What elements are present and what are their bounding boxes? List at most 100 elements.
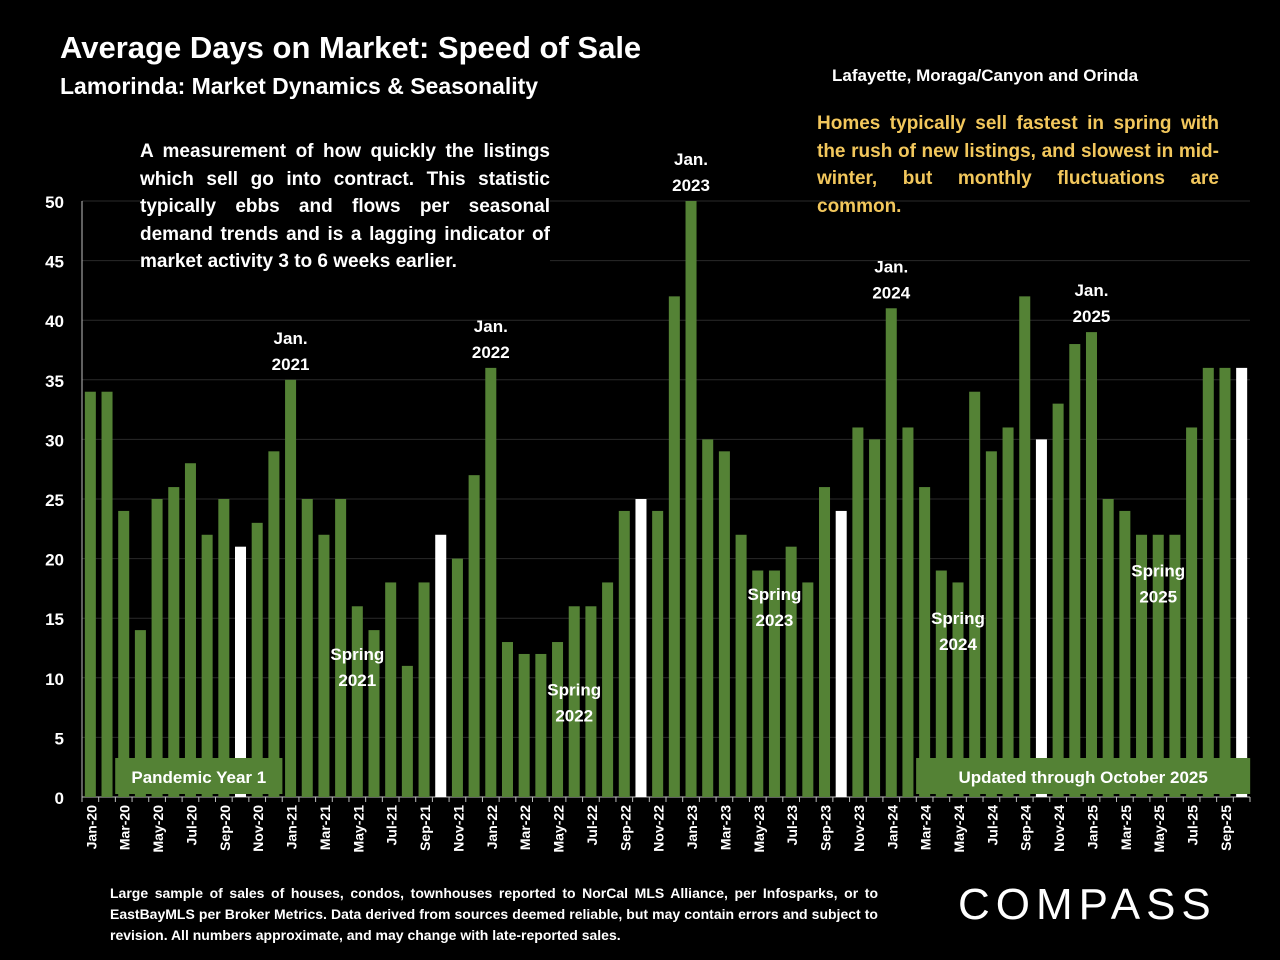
bar <box>1019 296 1031 797</box>
x-tick-label: Sep-20 <box>217 805 233 851</box>
y-tick-label: 35 <box>45 372 64 391</box>
bar <box>602 582 614 797</box>
bar <box>1136 534 1148 797</box>
description-text: A measurement of how quickly the listing… <box>140 138 550 276</box>
bar-highlighted <box>635 499 647 797</box>
bar <box>702 439 714 797</box>
banner-box <box>115 758 283 794</box>
annotation-label: Jan. <box>474 317 508 336</box>
x-tick-label: Nov-22 <box>651 805 667 852</box>
x-tick-label: May-22 <box>551 805 567 853</box>
bar <box>1102 499 1114 797</box>
annotation-label: 2023 <box>672 176 710 195</box>
bar <box>768 570 780 797</box>
annotation-label: 2022 <box>555 707 593 726</box>
bar <box>385 582 397 797</box>
bar <box>285 379 297 797</box>
bar <box>335 499 347 797</box>
bar <box>1202 367 1214 797</box>
y-tick-label: 25 <box>45 491 64 510</box>
banner-label: Updated through October 2025 <box>958 768 1207 787</box>
annotation-label: Jan. <box>1074 281 1108 300</box>
bar-highlighted <box>1236 367 1248 797</box>
x-tick-label: Sep-24 <box>1018 805 1034 851</box>
x-tick-label: May-21 <box>350 805 366 853</box>
bar <box>585 606 597 797</box>
x-tick-label: Sep-21 <box>417 805 433 851</box>
y-tick-label: 20 <box>45 551 64 570</box>
bar <box>802 582 814 797</box>
chart-subtitle: Lamorinda: Market Dynamics & Seasonality <box>60 73 539 99</box>
bar <box>368 630 380 797</box>
bar <box>301 499 313 797</box>
x-tick-label: Nov-24 <box>1051 805 1067 852</box>
bar <box>568 606 580 797</box>
bar <box>1002 427 1014 797</box>
annotation-label: Spring <box>330 645 384 664</box>
chart-title: Average Days on Market: Speed of Sale <box>60 30 642 65</box>
bar <box>1119 510 1131 797</box>
x-tick-label: Jan-21 <box>284 805 300 850</box>
bar <box>969 391 981 797</box>
annotation-label: 2025 <box>1073 307 1111 326</box>
bar <box>168 487 180 797</box>
bar <box>1052 403 1064 797</box>
x-tick-label: Jul-23 <box>784 805 800 846</box>
x-tick-label: May-23 <box>751 805 767 853</box>
bar <box>552 642 564 797</box>
bar <box>952 582 964 797</box>
bar <box>752 570 764 797</box>
annotation-label: 2021 <box>338 671 376 690</box>
x-tick-label: Mar-21 <box>317 805 333 850</box>
x-tick-label: Mar-20 <box>117 805 133 850</box>
banner-label: Pandemic Year 1 <box>131 768 266 787</box>
x-tick-label: Nov-21 <box>450 805 466 852</box>
bar <box>251 522 263 797</box>
annotation-label: Spring <box>748 585 802 604</box>
bar-highlighted <box>235 546 247 797</box>
x-tick-label: May-25 <box>1151 805 1167 853</box>
bar <box>118 510 130 797</box>
x-tick-label: Sep-22 <box>617 805 633 851</box>
bar <box>151 499 163 797</box>
x-tick-label: Sep-23 <box>818 805 834 851</box>
bar <box>1085 332 1097 797</box>
bar <box>518 653 530 797</box>
bar <box>184 463 196 797</box>
bar <box>852 427 864 797</box>
bar <box>1069 344 1081 797</box>
x-tick-label: Jul-21 <box>384 805 400 846</box>
bar <box>652 510 664 797</box>
annotation-label: Spring <box>1131 561 1185 580</box>
y-tick-label: 0 <box>55 789 64 808</box>
x-tick-label: Jul-22 <box>584 805 600 846</box>
annotation-label: Jan. <box>274 329 308 348</box>
bar <box>84 391 96 797</box>
annotation-label: 2024 <box>939 635 977 654</box>
banner-box <box>916 758 1251 794</box>
x-tick-label: Mar-22 <box>517 805 533 850</box>
x-tick-label: Mar-23 <box>717 805 733 850</box>
bar <box>668 296 680 797</box>
bar <box>869 439 881 797</box>
x-tick-label: May-20 <box>150 805 166 853</box>
x-tick-label: Jul-20 <box>183 805 199 846</box>
annotation-label: Spring <box>547 681 601 700</box>
bar-highlighted <box>1035 439 1047 797</box>
bar <box>685 201 697 797</box>
x-tick-label: Sep-25 <box>1218 805 1234 851</box>
compass-logo: COMPASS <box>958 880 1217 929</box>
annotation-label: Jan. <box>874 257 908 276</box>
y-tick-label: 30 <box>45 431 64 450</box>
bar <box>501 642 513 797</box>
source-footnote: Large sample of sales of houses, condos,… <box>110 885 878 943</box>
x-tick-label: Jan-23 <box>684 805 700 850</box>
bar <box>201 534 213 797</box>
x-tick-label: Jul-24 <box>984 805 1000 846</box>
bar <box>101 391 113 797</box>
bar <box>535 653 547 797</box>
x-tick-label: Jul-25 <box>1185 805 1201 846</box>
x-tick-label: Jan-24 <box>884 805 900 850</box>
bar <box>902 427 914 797</box>
bar-highlighted <box>435 534 447 797</box>
